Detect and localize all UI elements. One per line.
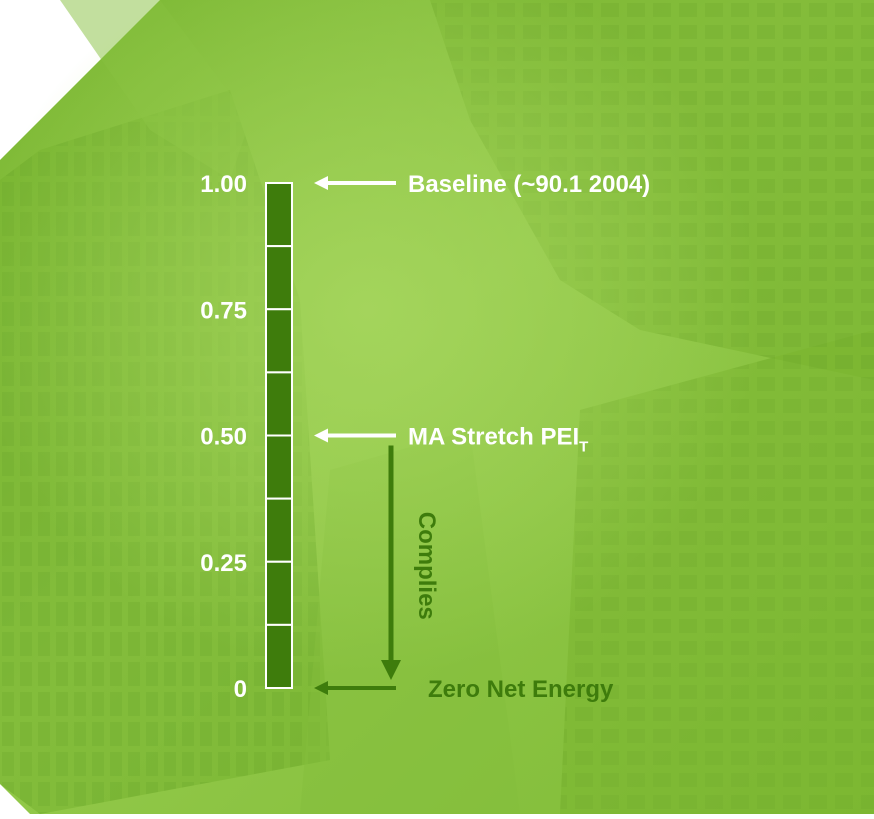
tick-label: 0.75	[200, 297, 247, 324]
complies-label: Complies	[413, 512, 440, 620]
tick-label: 0.25	[200, 550, 247, 577]
scale-bar	[266, 183, 292, 688]
scale-segment	[266, 183, 292, 246]
scale-segment	[266, 562, 292, 625]
annotation-label: Baseline (~90.1 2004)	[408, 171, 650, 198]
tick-label: 0.50	[200, 424, 247, 451]
annotation-label: Zero Net Energy	[428, 676, 614, 703]
tick-label: 1.00	[200, 171, 247, 198]
scale-segment	[266, 436, 292, 499]
scale-segment	[266, 246, 292, 309]
scale-segment	[266, 625, 292, 688]
scale-segment	[266, 309, 292, 372]
scale-segment	[266, 372, 292, 435]
scale-segment	[266, 499, 292, 562]
annotation-subscript: T	[579, 439, 588, 456]
tick-label: 0	[234, 676, 247, 703]
